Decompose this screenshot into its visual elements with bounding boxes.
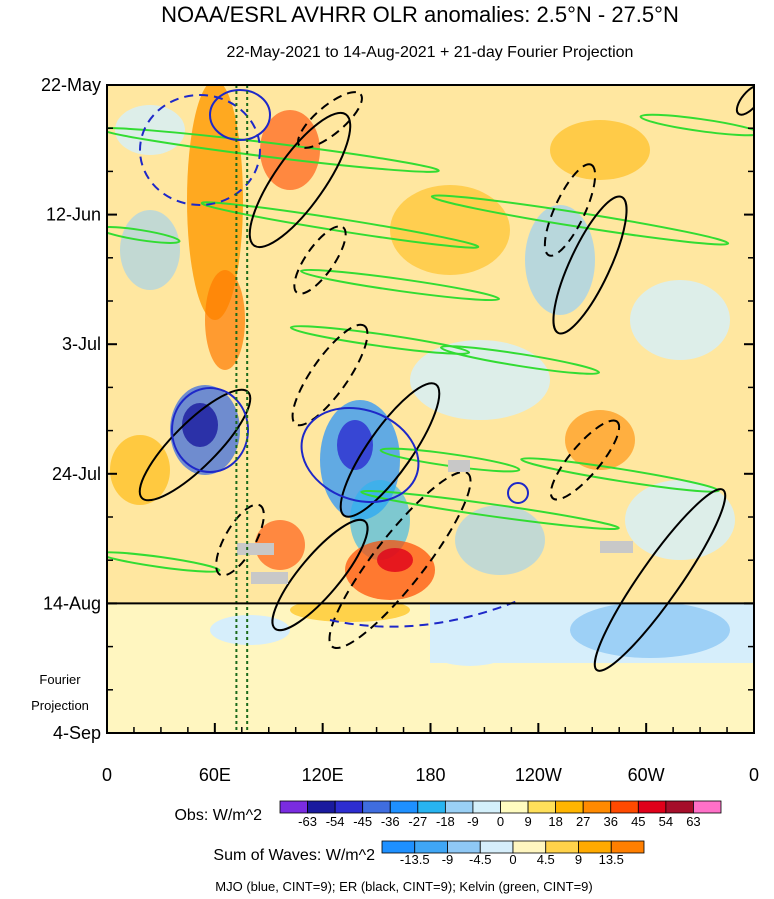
obs-legend-tick: 0: [497, 814, 504, 829]
projection-field: [107, 603, 754, 733]
obs-legend-swatch: [610, 800, 639, 814]
obs-legend-tick: -45: [353, 814, 372, 829]
obs-legend-label: Obs: W/m^2: [174, 807, 262, 824]
obs-legend-swatch: [555, 800, 584, 814]
obs-legend-swatch: [472, 800, 501, 814]
obs-legend-tick: -63: [298, 814, 317, 829]
obs-legend: -63 -54 -45 -36 -27 -18 -9 0 9 18 27 36 45 54 63: [279, 800, 722, 829]
y-tick-label: 22-May: [41, 75, 101, 95]
obs-legend-tick: 54: [659, 814, 673, 829]
y-tick-label: 3-Jul: [62, 334, 101, 354]
waves-legend-tick: 9: [575, 852, 582, 867]
waves-legend-tick: 13.5: [599, 852, 624, 867]
contour-note: MJO (blue, CINT=9); ER (black, CINT=9); …: [215, 879, 592, 894]
obs-legend-tick: 45: [631, 814, 645, 829]
x-axis: 0 60E 120E 180 120W 60W 0: [102, 723, 759, 785]
y-tick-label: 24-Jul: [52, 464, 101, 484]
obs-legend-tick: -27: [408, 814, 427, 829]
kelvin-contours: [107, 113, 754, 573]
mjo-negative-contours: [139, 94, 521, 628]
obs-legend-swatch: [527, 800, 557, 814]
obs-legend-tick: 36: [604, 814, 618, 829]
projection-label-line2: Projection: [31, 698, 89, 713]
x-tick-label: 120E: [302, 765, 344, 785]
obs-legend-tick: 9: [524, 814, 531, 829]
waves-legend-label: Sum of Waves: W/m^2: [213, 847, 375, 864]
obs-legend-swatch: [693, 800, 722, 814]
obs-legend-swatch: [665, 800, 694, 814]
obs-legend-tick: -36: [381, 814, 400, 829]
mjo-contours: [171, 89, 529, 504]
waves-legend-tick: -13.5: [400, 852, 430, 867]
obs-legend-swatch: [279, 800, 308, 814]
obs-legend-tick: -54: [326, 814, 345, 829]
obs-legend-swatch: [500, 800, 529, 814]
y-tick-label: 4-Sep: [53, 723, 101, 743]
obs-legend-swatch: [637, 800, 667, 814]
y-tick-label: 12-Jun: [46, 205, 101, 225]
obs-legend-tick: 27: [576, 814, 590, 829]
projection-label-line1: Fourier: [39, 672, 81, 687]
x-tick-label: 0: [749, 765, 759, 785]
x-tick-label: 60E: [199, 765, 231, 785]
obs-legend-tick: 18: [548, 814, 562, 829]
waves-legend: -13.5 -9 -4.5 0 4.5 9 13.5: [381, 840, 645, 867]
plot-area: [107, 85, 754, 733]
obs-legend-swatch: [334, 800, 364, 814]
er-contours: [138, 85, 754, 672]
x-tick-label: 180: [415, 765, 445, 785]
y-axis: 22-May 12-Jun 3-Jul 24-Jul 14-Aug 4-Sep: [41, 75, 754, 743]
x-tick-label: 0: [102, 765, 112, 785]
waves-legend-swatch: [610, 840, 645, 854]
missing-data-marks: [237, 460, 633, 584]
x-tick-label: 60W: [628, 765, 665, 785]
obs-legend-swatch: [444, 800, 474, 814]
obs-legend-swatch: [362, 800, 391, 814]
obs-legend-swatch: [417, 800, 446, 814]
obs-legend-tick: -18: [436, 814, 455, 829]
obs-legend-swatch: [389, 800, 419, 814]
obs-legend-tick: 63: [686, 814, 700, 829]
chart-title: NOAA/ESRL AVHRR OLR anomalies: 2.5°N - 2…: [161, 2, 679, 27]
x-tick-label: 120W: [515, 765, 562, 785]
waves-legend-tick: 0: [509, 852, 516, 867]
obs-legend-tick: -9: [467, 814, 479, 829]
waves-legend-tick: -4.5: [469, 852, 491, 867]
waves-legend-tick: 4.5: [537, 852, 555, 867]
obs-legend-swatch: [307, 800, 336, 814]
reference-lines: [235, 85, 249, 733]
y-tick-label: 14-Aug: [43, 593, 101, 613]
waves-legend-tick: -9: [442, 852, 454, 867]
chart-subtitle: 22-May-2021 to 14-Aug-2021 + 21-day Four…: [227, 44, 634, 61]
obs-legend-swatch: [582, 800, 612, 814]
